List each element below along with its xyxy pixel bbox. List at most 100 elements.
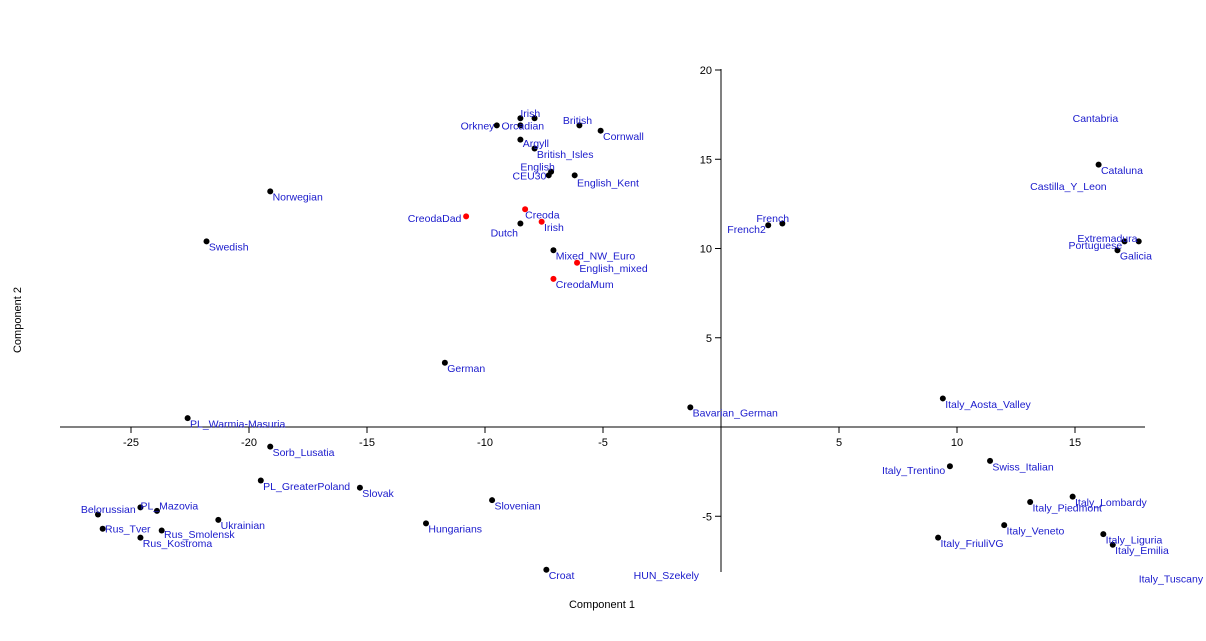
data-point [531, 145, 538, 152]
point-label: Italy_Emilia [1115, 545, 1169, 557]
point-label: Italy_Trentino [882, 465, 945, 477]
data-point [517, 122, 524, 129]
y-tick-label: 10 [700, 244, 712, 256]
point-label: Mixed_NW_Euro [556, 251, 636, 263]
point-label: Slovenian [494, 501, 540, 513]
x-tick-label: 5 [836, 437, 842, 449]
axes: -25 -20 -15 -10 -5 5 10 15 -5 5 10 15 20 [60, 65, 1145, 572]
point-label: English_mixed [579, 263, 647, 275]
data-point [571, 172, 578, 179]
point-label: Argyll [523, 138, 549, 150]
point-label: Slovak [362, 488, 394, 500]
point-label: Italy_Liguria [1106, 534, 1163, 546]
point-label: PL_GreaterPoland [263, 481, 350, 493]
data-point [517, 136, 524, 143]
point-label: Swedish [209, 242, 249, 254]
point-label: Rus_Kostroma [143, 538, 213, 550]
data-point [576, 122, 583, 129]
data-point [153, 507, 160, 514]
x-tick-label: 15 [1069, 437, 1081, 449]
point-label: Rus_Smolensk [164, 529, 235, 541]
data-point [203, 238, 210, 245]
point-label: Rus_Tver [105, 524, 151, 536]
point-label: French [756, 213, 789, 225]
x-tick-label: -20 [241, 437, 257, 449]
data-point [215, 516, 222, 523]
data-point [545, 172, 552, 179]
point-label: Portuguese [1068, 240, 1122, 252]
data-point [356, 484, 363, 491]
point-label: Bavarian_German [693, 408, 778, 420]
point-label: Croat [549, 570, 575, 582]
data-point [765, 222, 772, 229]
data-point [517, 220, 524, 227]
data-point [538, 218, 545, 225]
y-tick-label: -5 [702, 511, 712, 523]
point-labels: Irish Orkney Orcadian British Cornwall Argyll… [81, 108, 1204, 586]
data-point [257, 477, 264, 484]
data-point [423, 520, 429, 527]
point-label: Hungarians [428, 524, 482, 536]
x-tick-label: 10 [951, 437, 963, 449]
point-label: Italy_Piedmont [1033, 502, 1103, 514]
point-label: British [563, 115, 592, 127]
point-label: Creoda [525, 210, 560, 222]
data-point [987, 457, 994, 464]
data-point [543, 566, 550, 573]
y-tick-label: 5 [706, 333, 712, 345]
point-label: English_Kent [577, 177, 639, 189]
point-label: Italy_Tuscany [1139, 574, 1204, 586]
y-ticks: -5 5 10 15 20 [700, 65, 721, 523]
data-point [267, 443, 274, 450]
data-point [184, 415, 191, 422]
point-label: Extremadura [1077, 233, 1137, 245]
data-point [463, 213, 470, 220]
point-label: PL_Mazovia [140, 501, 198, 513]
point-label: Galicia [1120, 251, 1152, 263]
data-point [779, 220, 786, 227]
y-axis-title: Component 2 [12, 287, 24, 353]
x-tick-label: -5 [598, 437, 608, 449]
data-point [94, 511, 101, 518]
data-point [1100, 531, 1107, 538]
x-tick-label: -15 [359, 437, 375, 449]
data-point [597, 127, 604, 134]
data-points [94, 115, 1142, 573]
data-point [489, 497, 496, 504]
point-label: Italy_Veneto [1007, 526, 1065, 538]
data-point [574, 259, 581, 266]
point-label: Ukrainian [221, 520, 266, 532]
data-point [935, 534, 942, 541]
point-label: CreodaDad [408, 213, 462, 225]
data-point [1121, 238, 1128, 245]
point-label: HUN_Szekely [634, 570, 700, 582]
x-axis-title: Component 1 [569, 599, 635, 611]
point-label: Irish [544, 222, 564, 234]
data-point [946, 463, 953, 470]
x-tick-label: -25 [123, 437, 139, 449]
point-label: Orcadian [502, 120, 545, 132]
data-point [531, 115, 538, 122]
data-point [1135, 238, 1142, 245]
data-point [493, 122, 500, 129]
y-tick-label: 20 [700, 65, 712, 77]
point-label: Norwegian [273, 192, 323, 204]
data-point [158, 527, 165, 534]
point-label: Italy_Lombardy [1075, 497, 1148, 509]
point-label: Italy_FriuliVG [940, 538, 1003, 550]
point-label: CreodaMum [556, 279, 614, 291]
data-point [1095, 161, 1102, 168]
point-label: Orkney [461, 120, 496, 132]
point-label: Sorb_Lusatia [273, 447, 335, 459]
data-point [550, 275, 557, 282]
data-point [550, 247, 557, 254]
x-ticks: -25 -20 -15 -10 -5 5 10 15 [123, 427, 1081, 449]
y-tick-label: 15 [700, 154, 712, 166]
point-label: Castilla_Y_Leon [1030, 181, 1107, 193]
data-point [267, 188, 274, 195]
point-label: Swiss_Italian [992, 461, 1053, 473]
data-point [99, 525, 106, 532]
point-label: PL_Warmia-Masuria [190, 418, 285, 430]
point-label: CEU30 [513, 170, 547, 182]
data-point [441, 359, 448, 366]
